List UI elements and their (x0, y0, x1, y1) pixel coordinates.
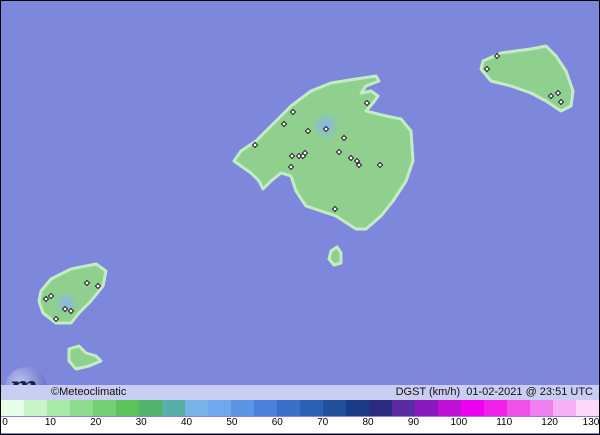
weather-station-marker[interactable] (363, 99, 371, 107)
scale-swatch (1, 400, 24, 416)
scale-swatch (93, 400, 116, 416)
island-mallorca (232, 74, 415, 231)
scale-swatch (438, 400, 461, 416)
scale-tick-label: 20 (90, 417, 102, 428)
scale-swatch (369, 400, 392, 416)
weather-station-marker[interactable] (554, 89, 562, 97)
weather-station-marker[interactable] (67, 307, 75, 315)
weather-station-marker[interactable] (355, 161, 363, 169)
scale-tick-label: 0 (2, 417, 8, 428)
scale-swatch (323, 400, 346, 416)
weather-station-marker[interactable] (353, 157, 361, 165)
scale-swatch (254, 400, 277, 416)
color-scale-ticks: 0 10 20 30 40 50 60 70 80 90 100 110 120 130 (1, 417, 599, 433)
scale-tick-label: 130 (582, 417, 600, 428)
scale-swatch (461, 400, 484, 416)
scale-tick-label: 80 (362, 417, 374, 428)
weather-station-marker[interactable] (289, 108, 297, 116)
scale-swatch (530, 400, 553, 416)
weather-station-marker[interactable] (52, 315, 60, 323)
island-cabrera (327, 245, 343, 267)
scale-swatch (300, 400, 323, 416)
scale-swatch (392, 400, 415, 416)
gust-hotspot (54, 291, 78, 315)
weather-station-marker[interactable] (83, 279, 91, 287)
map-canvas[interactable] (1, 1, 599, 385)
scale-swatch (24, 400, 47, 416)
credit-text: ©Meteoclimatic (51, 386, 127, 398)
scale-swatch (346, 400, 369, 416)
scale-tick-label: 120 (541, 417, 558, 428)
weather-station-marker[interactable] (288, 152, 296, 160)
weather-station-marker[interactable] (557, 98, 565, 106)
weather-station-marker[interactable] (322, 125, 330, 133)
scale-swatch (116, 400, 139, 416)
scale-swatch (47, 400, 70, 416)
weather-station-marker[interactable] (94, 282, 102, 290)
weather-station-marker[interactable] (335, 148, 343, 156)
map-title: DGST (km/h) 01-02-2021 @ 23:51 UTC (395, 386, 593, 398)
scale-swatch (277, 400, 300, 416)
scale-swatch (415, 400, 438, 416)
weather-station-marker[interactable] (376, 161, 384, 169)
weather-station-marker[interactable] (287, 163, 295, 171)
weather-station-marker[interactable] (42, 295, 50, 303)
scale-swatch (507, 400, 530, 416)
scale-tick-label: 50 (226, 417, 238, 428)
weather-station-marker[interactable] (331, 205, 339, 213)
scale-swatch (231, 400, 254, 416)
scale-tick-label: 10 (44, 417, 56, 428)
scale-swatch (185, 400, 208, 416)
weather-station-marker[interactable] (340, 134, 348, 142)
scale-tick-label: 70 (317, 417, 329, 428)
scale-tick-label: 100 (450, 417, 468, 428)
weather-station-marker[interactable] (301, 149, 309, 157)
weather-station-marker[interactable] (493, 52, 501, 60)
scale-swatch (553, 400, 576, 416)
scale-swatch (208, 400, 231, 416)
scale-tick-label: 110 (496, 417, 513, 428)
weather-station-marker[interactable] (251, 141, 259, 149)
weather-station-marker[interactable] (304, 127, 312, 135)
scale-swatch (484, 400, 507, 416)
island-formentera (67, 344, 103, 371)
scale-tick-label: 90 (407, 417, 420, 428)
weather-station-marker[interactable] (547, 92, 555, 100)
scale-swatch (70, 400, 93, 416)
weather-station-marker[interactable] (347, 154, 355, 162)
scale-swatch (576, 400, 599, 416)
color-scale (1, 400, 599, 416)
weather-station-marker[interactable] (61, 305, 69, 313)
scale-swatch (139, 400, 162, 416)
scale-tick-label: 40 (180, 417, 193, 428)
weather-station-marker[interactable] (280, 120, 288, 128)
weather-station-marker[interactable] (483, 65, 491, 73)
scale-tick-label: 60 (271, 417, 283, 428)
scale-tick-label: 30 (135, 417, 147, 428)
info-bar: ©Meteoclimatic DGST (km/h) 01-02-2021 @ … (1, 385, 599, 400)
scale-swatch (162, 400, 185, 416)
weather-station-marker[interactable] (47, 292, 55, 300)
